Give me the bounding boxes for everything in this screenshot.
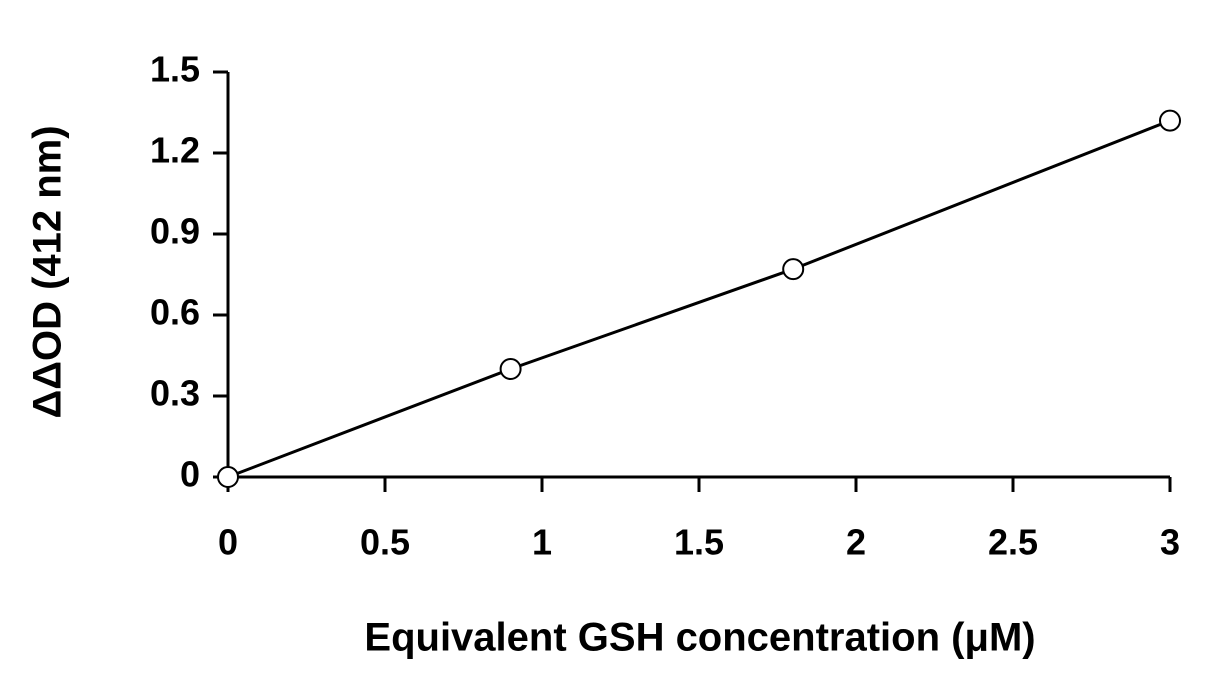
x-tick-label: 0	[218, 522, 238, 563]
data-point	[217, 466, 239, 488]
data-point	[1159, 109, 1181, 132]
y-tick-label: 0.6	[150, 292, 200, 333]
data-line	[227, 119, 1171, 479]
x-tick-label: 2	[846, 522, 866, 563]
x-tick-label: 0.5	[360, 522, 410, 563]
y-axis-title: ΔΔOD (412 nm)	[26, 125, 70, 418]
x-tick-label: 2.5	[988, 522, 1038, 563]
data-point	[782, 258, 805, 281]
x-tick-label: 1	[532, 522, 552, 563]
y-tick-label: 1.2	[150, 130, 200, 171]
y-tick-label: 0	[180, 454, 200, 495]
data-point	[499, 358, 522, 380]
x-tick-label: 3	[1160, 522, 1180, 563]
y-tick-label: 0.3	[150, 373, 200, 414]
y-tick-label: 1.5	[150, 49, 200, 90]
x-tick-label: 1.5	[674, 522, 724, 563]
x-axis-title: Equivalent GSH concentration (μM)	[364, 616, 1035, 660]
y-tick-label: 0.9	[150, 211, 200, 252]
